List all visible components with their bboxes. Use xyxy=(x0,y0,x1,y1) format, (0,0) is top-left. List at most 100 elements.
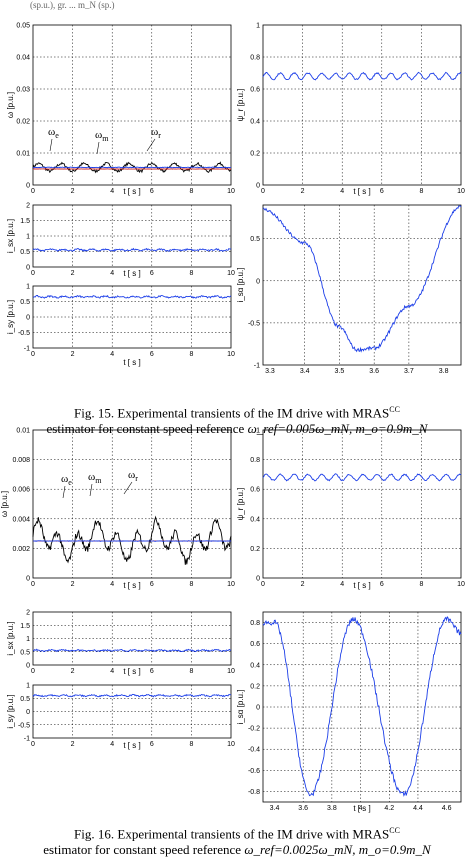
series-annotation: ωe xyxy=(48,126,59,140)
omega-e-series xyxy=(32,540,232,542)
series-annotation: ωe xyxy=(61,473,72,487)
x-tick-label: 8 xyxy=(189,668,193,675)
plot-frame xyxy=(32,24,232,186)
x-tick-label: 3.8 xyxy=(439,368,449,375)
fig15-caption-math: ω_ref=0.005ω_mN, m_o=0.9m_N xyxy=(247,421,428,437)
signal-series xyxy=(32,294,232,299)
x-tick-label: 2 xyxy=(301,188,305,195)
x-tick-label: 8 xyxy=(189,741,193,748)
y-tick-label: 0.2 xyxy=(250,683,260,690)
y-tick-label: -1 xyxy=(254,363,260,370)
y-tick-label: 1.5 xyxy=(20,623,30,630)
y-tick-label: 0.002 xyxy=(12,546,30,553)
x-tick-label: 2 xyxy=(301,581,305,588)
x-tick-label: 4 xyxy=(110,668,114,675)
x-tick-label: 2 xyxy=(71,668,75,675)
y-axis-label: i_sα [p.u.] xyxy=(236,268,245,303)
y-tick-label: 0.5 xyxy=(250,236,260,243)
y-tick-label: 2 xyxy=(26,203,30,210)
x-axis-label: t [ s ] xyxy=(353,581,370,590)
x-tick-label: 6 xyxy=(380,188,384,195)
annotation-pointer xyxy=(89,483,93,497)
x-tick-label: 0 xyxy=(31,668,35,675)
y-tick-label: 0.02 xyxy=(16,119,30,126)
x-tick-label: 0 xyxy=(31,581,35,588)
x-tick-label: 2 xyxy=(71,351,75,358)
y-tick-label: 0.2 xyxy=(250,546,260,553)
fig15-panel-4 xyxy=(32,285,232,349)
y-tick-label: -0.5 xyxy=(248,320,260,327)
y-tick-label: 0.5 xyxy=(20,649,30,656)
x-tick-label: 2 xyxy=(71,581,75,588)
x-tick-label: 2 xyxy=(71,270,75,277)
fig16-panel-2 xyxy=(262,429,462,579)
current-series xyxy=(262,616,462,797)
x-axis-label: t [ s ] xyxy=(123,667,140,676)
fig16-caption: Fig. 16. Experimental transients of the … xyxy=(0,823,474,858)
y-tick-label: -0.8 xyxy=(248,789,260,796)
x-tick-label: 4 xyxy=(110,351,114,358)
x-tick-label: 0 xyxy=(261,188,265,195)
x-tick-label: 4.6 xyxy=(442,805,452,812)
y-tick-label: 0.8 xyxy=(250,55,260,62)
y-tick-label: 0.004 xyxy=(12,516,30,523)
fig16-caption-line2: estimator for constant speed reference xyxy=(43,842,245,858)
y-tick-label: -0.4 xyxy=(248,747,260,754)
x-tick-label: 0 xyxy=(261,581,265,588)
x-tick-label: 6 xyxy=(150,270,154,277)
fig16-caption-line1: Fig. 16. Experimental transients of the … xyxy=(74,826,390,842)
fig15-panel-2 xyxy=(262,24,462,186)
x-tick-label: 6 xyxy=(150,188,154,195)
omega-e-series xyxy=(32,166,232,169)
x-tick-label: 3.6 xyxy=(298,805,308,812)
y-axis-label: ω [p.u.] xyxy=(6,92,15,118)
x-tick-label: 3.4 xyxy=(270,805,280,812)
x-tick-label: 3.4 xyxy=(300,368,310,375)
annotation-pointer xyxy=(62,485,66,499)
y-tick-label: 1 xyxy=(26,636,30,643)
fig16-panel-1: ωe ωm ωr xyxy=(32,429,232,579)
y-tick-label: 0.2 xyxy=(250,151,260,158)
series-annotation: ωr xyxy=(128,469,138,483)
x-tick-label: 0 xyxy=(31,188,35,195)
y-tick-label: 0.006 xyxy=(12,487,30,494)
y-tick-label: 0.5 xyxy=(20,299,30,306)
y-tick-label: -0.5 xyxy=(18,330,30,337)
signal-series xyxy=(262,71,462,81)
x-tick-label: 4 xyxy=(340,581,344,588)
y-tick-label: 0.01 xyxy=(16,428,30,435)
x-tick-label: 4 xyxy=(110,270,114,277)
y-tick-label: 0.5 xyxy=(20,696,30,703)
x-tick-label: 8 xyxy=(419,581,423,588)
x-tick-label: 10 xyxy=(227,668,235,675)
x-tick-label: 10 xyxy=(457,188,465,195)
fig15-caption-line2: estimator for constant speed reference xyxy=(46,421,248,437)
x-tick-label: 3.7 xyxy=(404,368,414,375)
fig15-caption: Fig. 15. Experimental transients of the … xyxy=(0,402,474,437)
fig16-panel-4 xyxy=(32,684,232,739)
current-series xyxy=(263,205,462,353)
y-tick-label: 0 xyxy=(256,278,260,285)
x-tick-label: 0 xyxy=(31,270,35,277)
annotation-pointer xyxy=(146,138,156,152)
x-tick-label: 0 xyxy=(31,741,35,748)
y-tick-label: 1 xyxy=(256,428,260,435)
x-tick-label: 4 xyxy=(110,188,114,195)
y-tick-label: 1 xyxy=(256,23,260,30)
y-tick-label: 0 xyxy=(256,183,260,190)
annotation-pointer xyxy=(49,138,53,152)
x-tick-label: 8 xyxy=(189,270,193,277)
fig16-caption-math: ω_ref=0.0025ω_mN, m_o=0.9m_N xyxy=(244,842,431,858)
y-tick-label: 0.008 xyxy=(12,457,30,464)
y-tick-label: 1 xyxy=(26,234,30,241)
fig16-panel-5 xyxy=(262,611,462,803)
x-tick-label: 8 xyxy=(189,351,193,358)
x-tick-label: 4 xyxy=(110,581,114,588)
header-fragment: (sp.u.), gr. ... m_N (sp.) xyxy=(30,0,115,10)
y-axis-label: i_sy [p.u.] xyxy=(6,694,15,728)
y-axis-label: i_sx [p.u.] xyxy=(6,621,15,655)
fig15-caption-sup: CC xyxy=(389,405,400,414)
y-tick-label: 0.04 xyxy=(16,55,30,62)
x-axis-label: t [ s ] xyxy=(123,358,140,367)
